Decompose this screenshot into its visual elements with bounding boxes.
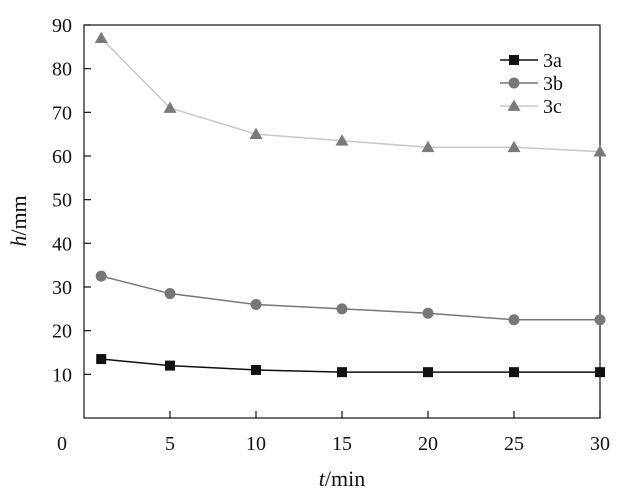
data-point-3c (249, 127, 263, 140)
legend-item-3b: 3b (500, 73, 563, 95)
x-tick-label: 25 (504, 433, 524, 455)
x-tick-label: 10 (246, 433, 266, 455)
y-tick-label: 30 (52, 277, 72, 299)
x-tick-label: 0 (57, 433, 67, 455)
y-tick-label: 40 (52, 233, 72, 255)
data-point-3b (508, 314, 520, 326)
y-tick-label: 80 (52, 59, 72, 81)
series-line-3c (100, 37, 601, 153)
data-point-3c (163, 101, 177, 113)
legend-item-3a: 3a (500, 50, 562, 72)
series-3b (95, 270, 606, 326)
y-tick-label: 50 (52, 190, 72, 212)
data-point-3a (423, 367, 433, 378)
data-point-3a (165, 360, 175, 371)
y-tick-label: 70 (52, 102, 72, 124)
series-layer (94, 31, 607, 378)
x-axis: 0 5 10 15 20 25 30 (57, 411, 610, 455)
x-axis-title-unit: /min (325, 466, 365, 491)
plot-frame (83, 24, 601, 419)
data-point-3b (95, 270, 107, 282)
data-point-3a (509, 367, 519, 378)
legend-label: 3a (543, 50, 562, 72)
y-tick-label: 60 (52, 146, 72, 168)
data-point-3b (250, 298, 262, 310)
x-axis-title-var: t (319, 466, 326, 491)
legend-swatch-marker (509, 55, 519, 65)
data-point-3c (421, 140, 435, 153)
x-tick-label: 15 (332, 433, 352, 455)
data-point-3b (336, 303, 348, 315)
series-line-3a (101, 358, 600, 373)
series-3c (94, 31, 607, 157)
legend-swatch-marker (507, 99, 521, 111)
y-axis-title-var: h (6, 236, 31, 247)
y-axis-title: h/mm (6, 195, 31, 246)
series-line-3b (101, 275, 600, 321)
data-point-3a (251, 364, 261, 375)
y-tick-label: 10 (52, 364, 72, 386)
data-point-3a (595, 367, 605, 378)
data-point-3b (422, 307, 434, 319)
legend-label: 3b (543, 73, 563, 95)
legend-item-3c: 3c (500, 96, 562, 118)
x-tick-label: 5 (165, 433, 175, 455)
data-point-3b (594, 314, 606, 326)
x-axis-title: t/min (319, 466, 365, 491)
data-point-3c (507, 140, 521, 153)
y-tick-label: 90 (52, 15, 72, 37)
legend-label: 3c (543, 96, 562, 118)
y-tick-label: 20 (52, 321, 72, 343)
data-point-3c (94, 31, 108, 43)
legend-swatch-marker (508, 77, 520, 89)
y-axis: 10 20 30 40 50 60 70 80 90 (52, 15, 91, 386)
x-tick-label: 20 (418, 433, 438, 455)
series-3a (96, 354, 605, 378)
data-point-3c (335, 134, 349, 146)
data-point-3a (337, 367, 347, 378)
x-tick-label: 30 (590, 433, 610, 455)
data-point-3c (593, 145, 607, 157)
data-point-3b (164, 288, 176, 300)
y-axis-title-unit: /mm (6, 195, 31, 235)
data-point-3a (96, 354, 107, 365)
